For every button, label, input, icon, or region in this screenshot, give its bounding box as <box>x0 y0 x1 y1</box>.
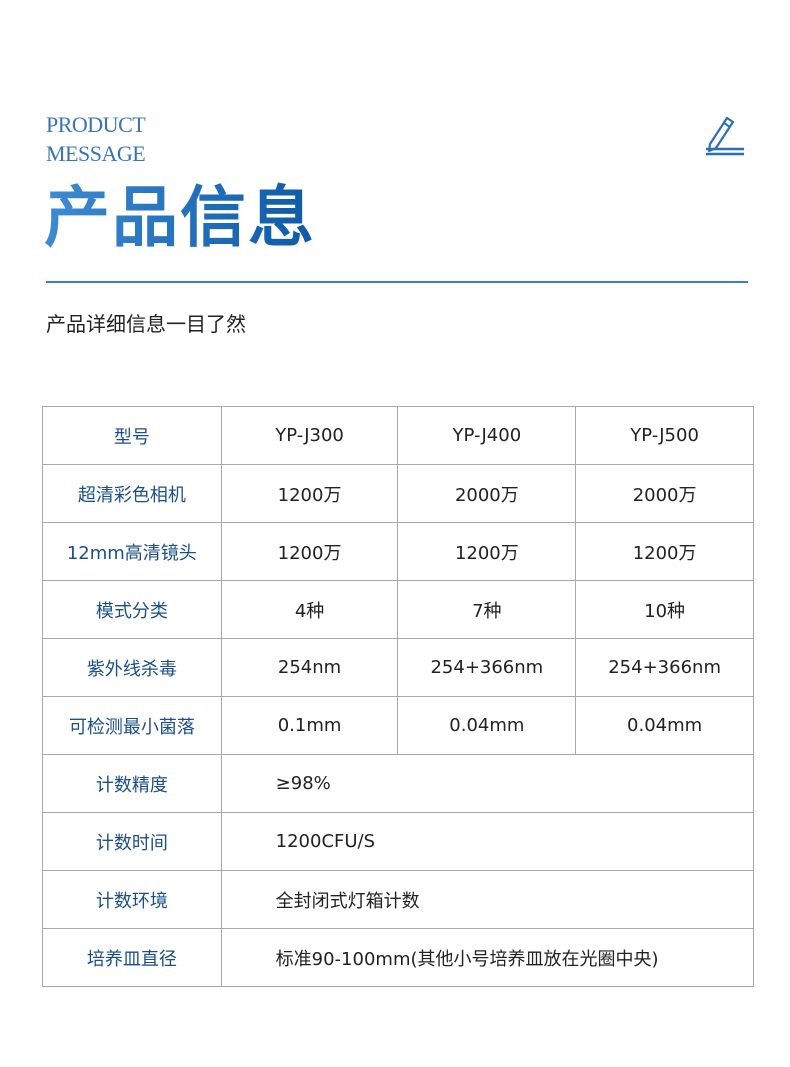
cell-value: 全封闭式灯箱计数 <box>220 870 755 929</box>
table-row: 计数环境 全封闭式灯箱计数 <box>42 870 755 929</box>
cell-value: 0.1mm <box>220 696 399 755</box>
cell-value: 254+366nm <box>397 638 577 697</box>
row-label: 计数精度 <box>42 754 222 813</box>
row-label: 紫外线杀毒 <box>42 638 222 697</box>
cell-value: 4种 <box>220 580 399 639</box>
row-label: 模式分类 <box>42 580 222 639</box>
cell-value: 2000万 <box>397 464 577 523</box>
cell-value: 1200CFU/S <box>220 812 755 871</box>
cell-value: 254nm <box>220 638 399 697</box>
table-row: 可检测最小菌落 0.1mm 0.04mm 0.04mm <box>42 696 754 755</box>
english-heading-line1: PRODUCT <box>46 112 146 137</box>
cell-value: 1200万 <box>397 522 577 581</box>
english-heading-line2: MESSAGE <box>46 141 146 166</box>
table-row: 模式分类 4种 7种 10种 <box>42 580 754 639</box>
cell-value: 1200万 <box>220 522 399 581</box>
table-row: 型号 YP-J300 YP-J400 YP-J500 <box>42 406 754 465</box>
row-label: 计数时间 <box>42 812 222 871</box>
cell-value: 0.04mm <box>397 696 577 755</box>
subtitle: 产品详细信息一目了然 <box>46 312 246 336</box>
cell-value: 2000万 <box>575 464 754 523</box>
row-label: 培养皿直径 <box>42 928 222 987</box>
table-row: 超清彩色相机 1200万 2000万 2000万 <box>42 464 754 523</box>
cell-value: 10种 <box>575 580 754 639</box>
row-label: 计数环境 <box>42 870 222 929</box>
row-label: 12mm高清镜头 <box>42 522 222 581</box>
divider <box>46 281 748 283</box>
cell-value: 0.04mm <box>575 696 754 755</box>
page-title: 产品信息 <box>44 179 316 256</box>
cell-value: YP-J500 <box>575 406 754 465</box>
cell-value: 1200万 <box>575 522 754 581</box>
cell-value: 7种 <box>397 580 577 639</box>
cell-value: 254+366nm <box>575 638 754 697</box>
row-label: 超清彩色相机 <box>42 464 222 523</box>
table-row: 计数时间 1200CFU/S <box>42 812 755 871</box>
pencil-icon <box>706 116 744 156</box>
spec-table: 型号 YP-J300 YP-J400 YP-J500 超清彩色相机 1200万 2000万 2… <box>42 406 755 987</box>
cell-value: 1200万 <box>220 464 399 523</box>
row-label: 可检测最小菌落 <box>42 696 222 755</box>
table-row: 计数精度 ≥98% <box>42 754 755 813</box>
cell-value: ≥98% <box>220 754 755 813</box>
table-row: 12mm高清镜头 1200万 1200万 1200万 <box>42 522 754 581</box>
table-row: 培养皿直径 标准90-100mm(其他小号培养皿放在光圈中央) <box>42 928 755 987</box>
cell-value: 标准90-100mm(其他小号培养皿放在光圈中央) <box>220 928 755 987</box>
table-row: 紫外线杀毒 254nm 254+366nm 254+366nm <box>42 638 754 697</box>
english-heading: PRODUCT MESSAGE <box>46 110 146 168</box>
cell-value: YP-J300 <box>220 406 399 465</box>
cell-value: YP-J400 <box>397 406 577 465</box>
row-label: 型号 <box>42 406 222 465</box>
